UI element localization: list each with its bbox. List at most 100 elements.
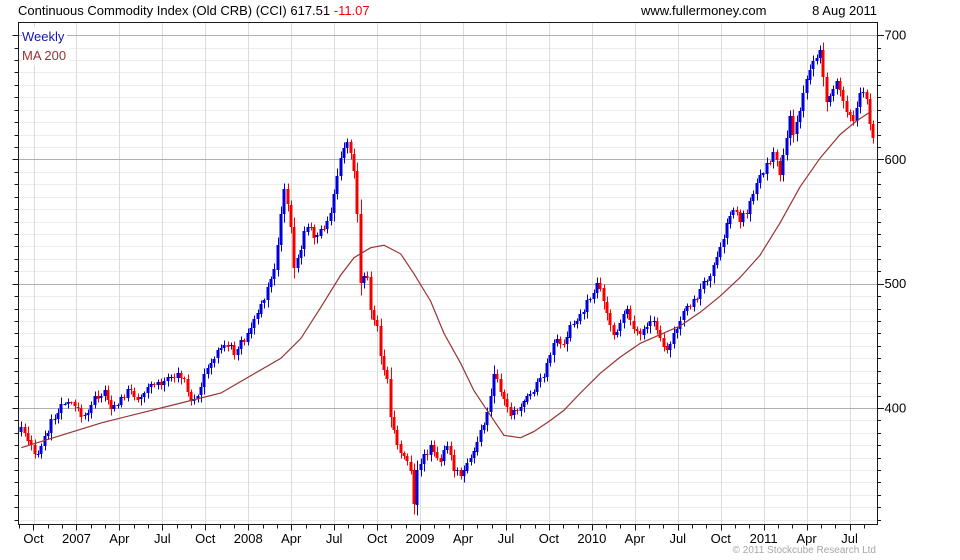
candle-body [286,189,290,204]
candle-body [93,396,97,405]
candle-body [452,455,456,471]
candle-body [675,329,679,333]
candle-body [615,332,619,335]
candle-body [688,306,692,307]
axis-ticks [12,35,884,531]
candle-body [79,408,83,417]
candle-body [845,101,849,112]
x-axis-label: Jul [669,531,686,546]
x-axis-label: 2007 [62,531,91,546]
candle-body [598,283,602,289]
candle-body [252,319,256,328]
candle-body [292,227,296,268]
candle-body [768,163,772,164]
x-axis-label: Apr [453,531,474,546]
x-axis-label: Jul [326,531,343,546]
candle-body [648,321,652,326]
candle-body [375,320,379,326]
candle-body [668,344,672,350]
candle-body [535,382,539,392]
candle-body [26,433,30,441]
candle-body [359,214,363,283]
candle-body [212,359,216,363]
candle-body [728,216,732,224]
candle-body [475,442,479,452]
candle-body [722,239,726,247]
candle-body [771,152,775,162]
candle-body [206,368,210,374]
candle-body [369,277,373,310]
x-axis-label: Apr [281,531,302,546]
candle-body [29,440,33,445]
x-axis-label: Oct [195,531,216,546]
candle-body [96,396,100,399]
candle-body [449,446,453,455]
candle-body [43,436,47,446]
candle-body [751,194,755,201]
candle-body [588,299,592,300]
candle-body [735,210,739,212]
candle-body [33,445,37,454]
candle-body [53,419,57,420]
candle-body [625,309,629,314]
candle-body [232,345,236,355]
candle-body [512,410,516,415]
candle-body [126,389,130,398]
candle-body [575,321,579,324]
candle-body [76,407,80,408]
candle-body [821,50,825,77]
x-axis-label: Jul [841,531,858,546]
candle-body [325,221,329,229]
candle-body [861,92,865,93]
candle-body [189,392,193,401]
candle-body [738,212,742,222]
candle-body [66,402,70,404]
candle-body [176,373,180,378]
candle-body [455,470,459,471]
candle-body [788,116,792,138]
ma-200-path [21,110,872,449]
candle-body [662,338,666,347]
candle-body [322,229,326,230]
weekly-candles [19,42,875,516]
candle-body [858,93,862,107]
candle-body [632,321,636,329]
candle-body [748,201,752,214]
price-change-negative: -11.07 [333,3,370,18]
candle-body [835,81,839,89]
candle-body [302,231,306,249]
candle-body [103,390,107,396]
candle-body [239,340,243,349]
candle-body [349,142,353,153]
candle-body [49,419,53,433]
plot-border-rect [18,22,878,525]
candle-body [139,397,143,399]
candle-body [136,397,140,400]
candle-body [652,321,656,322]
major-gridlines [19,35,877,409]
candle-body [142,393,146,397]
candle-body [795,122,799,134]
candle-body [56,413,60,419]
candle-body [282,189,286,214]
candle-body [489,396,493,412]
candle-body [362,276,366,283]
candle-body [582,312,586,314]
candle-body [172,377,176,378]
candle-body [289,205,293,227]
candle-body [432,445,436,452]
candle-body [196,396,200,399]
candle-body [801,93,805,111]
candle-body [179,373,183,378]
candle-body [152,384,156,385]
candle-body [122,397,126,398]
x-axis-label: Jul [154,531,171,546]
x-axis-label: Oct [23,531,44,546]
candle-body [249,328,253,334]
candle-body [578,314,582,321]
candle-body [655,321,659,330]
x-axis-label: Apr [796,531,817,546]
candle-body [335,176,339,194]
x-axis-labels: Oct 2007 Apr Jul Oct 2008 Apr Jul Oct 2009 Apr Jul O… [23,531,858,546]
